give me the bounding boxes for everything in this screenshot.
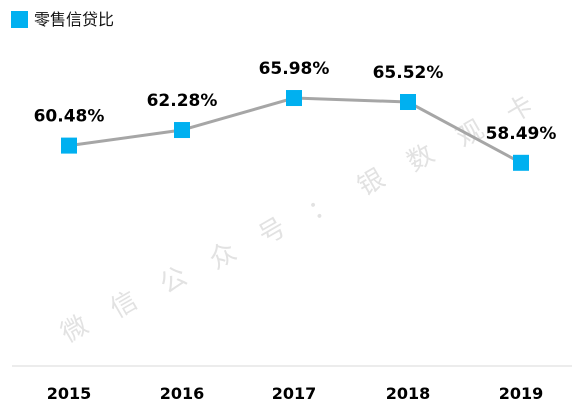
x-tick-label: 2015	[47, 384, 92, 403]
x-tick-label: 2018	[386, 384, 431, 403]
data-label: 60.48%	[34, 107, 105, 127]
data-label: 62.28%	[147, 91, 218, 111]
data-point-marker	[400, 94, 416, 111]
watermark-char: 数	[402, 139, 440, 178]
data-label: 58.49%	[486, 124, 557, 144]
x-tick-label: 2016	[160, 384, 205, 403]
watermark-char: 银	[353, 163, 391, 202]
series-layer: 60.48% 62.28% 65.98% 65.52% 58.49%	[34, 59, 557, 171]
x-tick-label: 2019	[499, 384, 544, 403]
data-point-marker	[286, 90, 302, 107]
data-label: 65.52%	[373, 63, 444, 83]
data-point-marker	[513, 154, 529, 171]
data-point-marker	[61, 137, 77, 154]
watermark-char: ：	[303, 188, 341, 227]
watermark-char: 微	[56, 310, 94, 349]
watermark-char: 号	[254, 212, 292, 251]
legend: 零售信贷比	[11, 11, 114, 28]
legend-label: 零售信贷比	[34, 10, 115, 29]
x-tick-label: 2017	[272, 384, 317, 403]
data-label: 65.98%	[259, 59, 330, 79]
watermark-char: 信	[105, 286, 143, 325]
watermark-char: 公	[155, 261, 193, 300]
x-axis-ticks: 2015 2016 2017 2018 2019	[47, 384, 544, 403]
legend-swatch	[11, 11, 28, 28]
watermark-char: 众	[204, 237, 242, 276]
data-point-marker	[174, 122, 190, 139]
